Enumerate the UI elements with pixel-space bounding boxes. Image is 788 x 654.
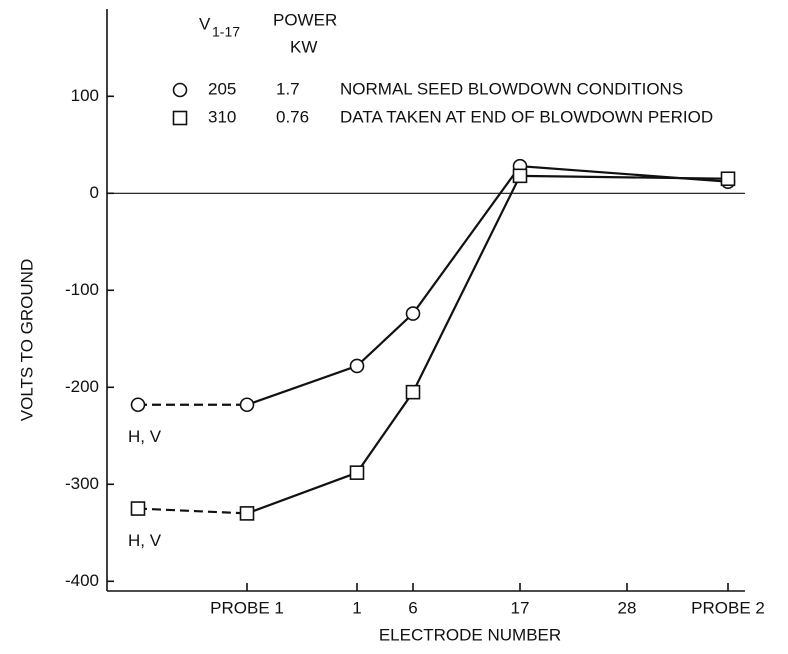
y-tick-label: -200 [65, 377, 99, 396]
legend-header-power: POWER [273, 10, 337, 29]
x-tick-label: 6 [408, 598, 417, 617]
legend-voltage: 205 [208, 79, 236, 98]
marker [130, 397, 146, 413]
x-tick-label: PROBE 1 [210, 598, 284, 617]
marker [720, 171, 736, 187]
y-tick-label: -400 [65, 571, 99, 590]
x-tick-label: PROBE 2 [691, 598, 765, 617]
legend-header-voltage-sub: 1-17 [212, 24, 240, 40]
marker [239, 397, 255, 413]
legend-header-voltage: V [199, 14, 211, 33]
marker [349, 358, 365, 374]
y-tick-label: 100 [71, 86, 99, 105]
series-line [246, 174, 729, 515]
marker [349, 465, 365, 480]
legend-label: DATA TAKEN AT END OF BLOWDOWN PERIOD [340, 107, 713, 126]
x-tick-label: 17 [511, 598, 530, 617]
legend-voltage: 310 [208, 107, 236, 126]
legend-power: 0.76 [276, 107, 309, 126]
marker [405, 306, 421, 321]
legend-label: NORMAL SEED BLOWDOWN CONDITIONS [340, 79, 683, 98]
marker [172, 82, 188, 98]
y-tick-label: -300 [65, 474, 99, 493]
y-tick-label: -100 [65, 280, 99, 299]
legend-power: 1.7 [276, 79, 300, 98]
point-annotation: H, V [128, 427, 162, 446]
y-tick-label: 0 [90, 183, 99, 202]
y-axis-label: VOLTS TO GROUND [17, 259, 36, 421]
series-line-dashed [137, 507, 248, 515]
point-annotation: H, V [128, 531, 162, 550]
x-tick-label: 28 [618, 598, 637, 617]
marker [172, 110, 188, 126]
marker [239, 506, 255, 521]
series-line [246, 164, 729, 406]
marker [512, 168, 528, 184]
x-axis-label: ELECTRODE NUMBER [379, 625, 561, 644]
marker [130, 501, 146, 516]
legend-header-power-unit: KW [290, 37, 317, 56]
marker [405, 384, 421, 400]
x-tick-label: 1 [352, 598, 361, 617]
